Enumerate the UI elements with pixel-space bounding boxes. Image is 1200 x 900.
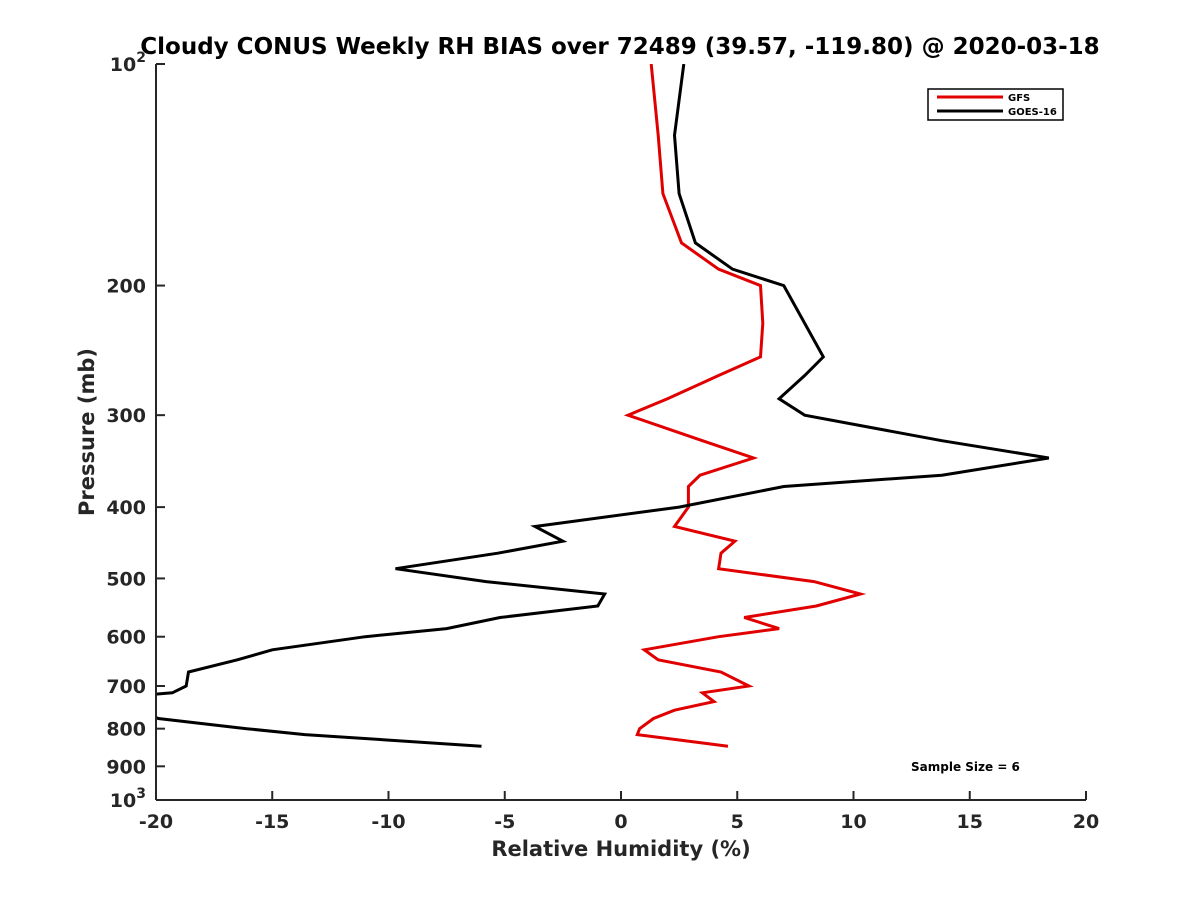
x-axis-title: Relative Humidity (%) [491, 837, 750, 861]
chart-title: Cloudy CONUS Weekly RH BIAS over 72489 (… [140, 34, 1099, 60]
series-line-goes16 [156, 64, 1050, 748]
x-tick-label: 0 [614, 811, 627, 833]
y-tick-label: 500 [106, 568, 146, 590]
x-tick-label: -20 [139, 811, 173, 833]
legend-box [927, 88, 1064, 121]
x-tick-label: -10 [371, 811, 405, 833]
x-tick-label: -5 [494, 811, 515, 833]
y-tick-label: 103 [110, 786, 146, 812]
y-tick-label: 300 [106, 405, 146, 427]
legend: GFS GOES-16 [927, 88, 1064, 121]
x-tick-label: 5 [731, 811, 744, 833]
y-ticks: 102 200 300 400 500 600 700 800 900 103 [106, 50, 165, 812]
sample-size-annotation: Sample Size = 6 [911, 760, 1020, 774]
plot-area: -20 -15 -10 -5 0 5 10 15 20 102 200 300 400 500 600 70… [106, 50, 1099, 833]
legend-label-gfs: GFS [1008, 93, 1030, 104]
legend-label-goes16: GOES-16 [1008, 107, 1057, 118]
series-layer [156, 64, 1050, 748]
x-tick-label: 10 [840, 811, 866, 833]
y-tick-label: 800 [106, 719, 146, 741]
series-line-gfs [623, 64, 867, 748]
y-axis-title: Pressure (mb) [75, 348, 99, 516]
y-tick-label: 900 [106, 756, 146, 778]
x-tick-label: -15 [255, 811, 289, 833]
y-tick-label: 102 [110, 50, 146, 76]
y-tick-label: 600 [106, 627, 146, 649]
x-tick-label: 20 [1073, 811, 1099, 833]
y-tick-label: 700 [106, 676, 146, 698]
y-tick-label: 200 [106, 276, 146, 298]
x-tick-label: 15 [957, 811, 983, 833]
y-tick-label: 400 [106, 497, 146, 519]
x-ticks: -20 -15 -10 -5 0 5 10 15 20 [139, 791, 1099, 833]
